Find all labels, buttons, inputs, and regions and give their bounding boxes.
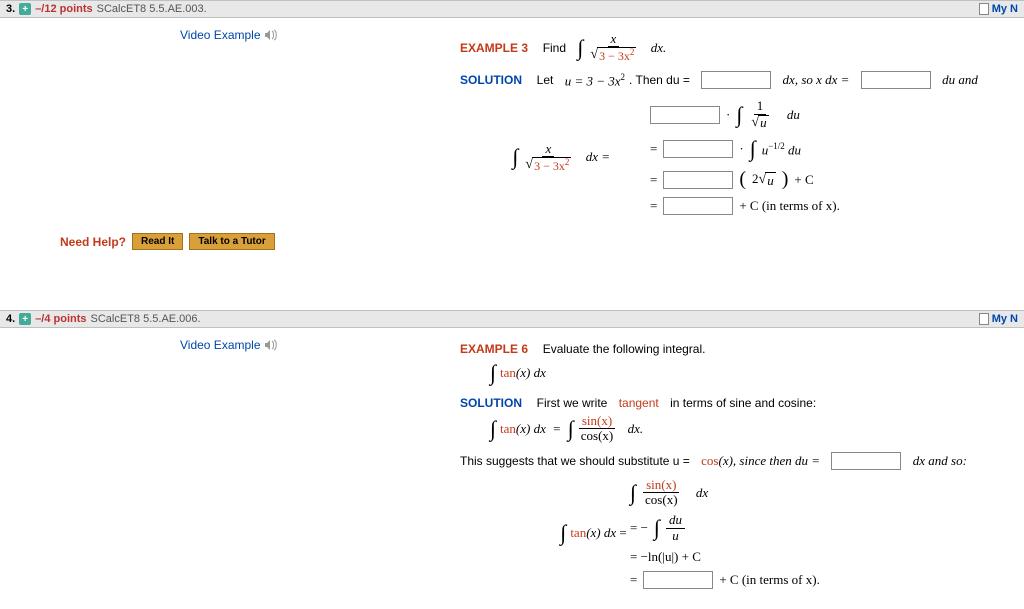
step3-input[interactable] [663, 171, 733, 189]
question-number: 3. [6, 3, 15, 15]
example-label: EXAMPLE 3 [460, 41, 528, 55]
question-3-header: 3. + –/12 points SCalcET8 5.5.AE.003. My… [0, 0, 1024, 18]
video-example-link[interactable]: Video Example [180, 28, 279, 42]
solution-label: SOLUTION [460, 396, 522, 410]
read-it-button[interactable]: Read It [132, 233, 183, 250]
note-icon [979, 3, 989, 15]
points-label: –/12 points [35, 3, 92, 15]
question-4-body: Video Example EXAMPLE 6 Evaluate the fol… [0, 328, 1024, 609]
my-notes-link[interactable]: My N [979, 3, 1018, 15]
my-notes-link[interactable]: My N [979, 313, 1018, 325]
solution-label: SOLUTION [460, 73, 522, 87]
evaluate-label: Evaluate the following integral. [543, 342, 706, 356]
plus-icon[interactable]: + [19, 313, 31, 325]
plus-icon[interactable]: + [19, 3, 31, 15]
question-number: 4. [6, 313, 15, 325]
integral-icon: ∫ [577, 35, 583, 61]
example-label: EXAMPLE 6 [460, 342, 528, 356]
step2-input[interactable] [663, 140, 733, 158]
final-input-4[interactable] [643, 571, 713, 589]
points-label: –/4 points [35, 313, 86, 325]
sound-icon [265, 338, 279, 352]
need-help-row: Need Help? Read It Talk to a Tutor [60, 233, 1004, 250]
xdx-input[interactable] [861, 71, 931, 89]
du-input-4[interactable] [831, 452, 901, 470]
video-example-link[interactable]: Video Example [180, 338, 279, 352]
find-label: Find [543, 41, 566, 55]
note-icon [979, 313, 989, 325]
sound-icon [265, 28, 279, 42]
du-input[interactable] [701, 71, 771, 89]
step4-input[interactable] [663, 197, 733, 215]
assignment-id: SCalcET8 5.5.AE.006. [91, 313, 201, 325]
integrand-fraction: x √3 − 3x2 [587, 32, 639, 63]
need-help-label: Need Help? [60, 235, 126, 249]
assignment-id: SCalcET8 5.5.AE.003. [97, 3, 207, 15]
question-3-body: Video Example EXAMPLE 3 Find ∫ x √3 − 3x… [0, 18, 1024, 270]
question-4-header: 4. + –/4 points SCalcET8 5.5.AE.006. My … [0, 310, 1024, 328]
talk-to-tutor-button[interactable]: Talk to a Tutor [189, 233, 274, 250]
step1-input[interactable] [650, 106, 720, 124]
